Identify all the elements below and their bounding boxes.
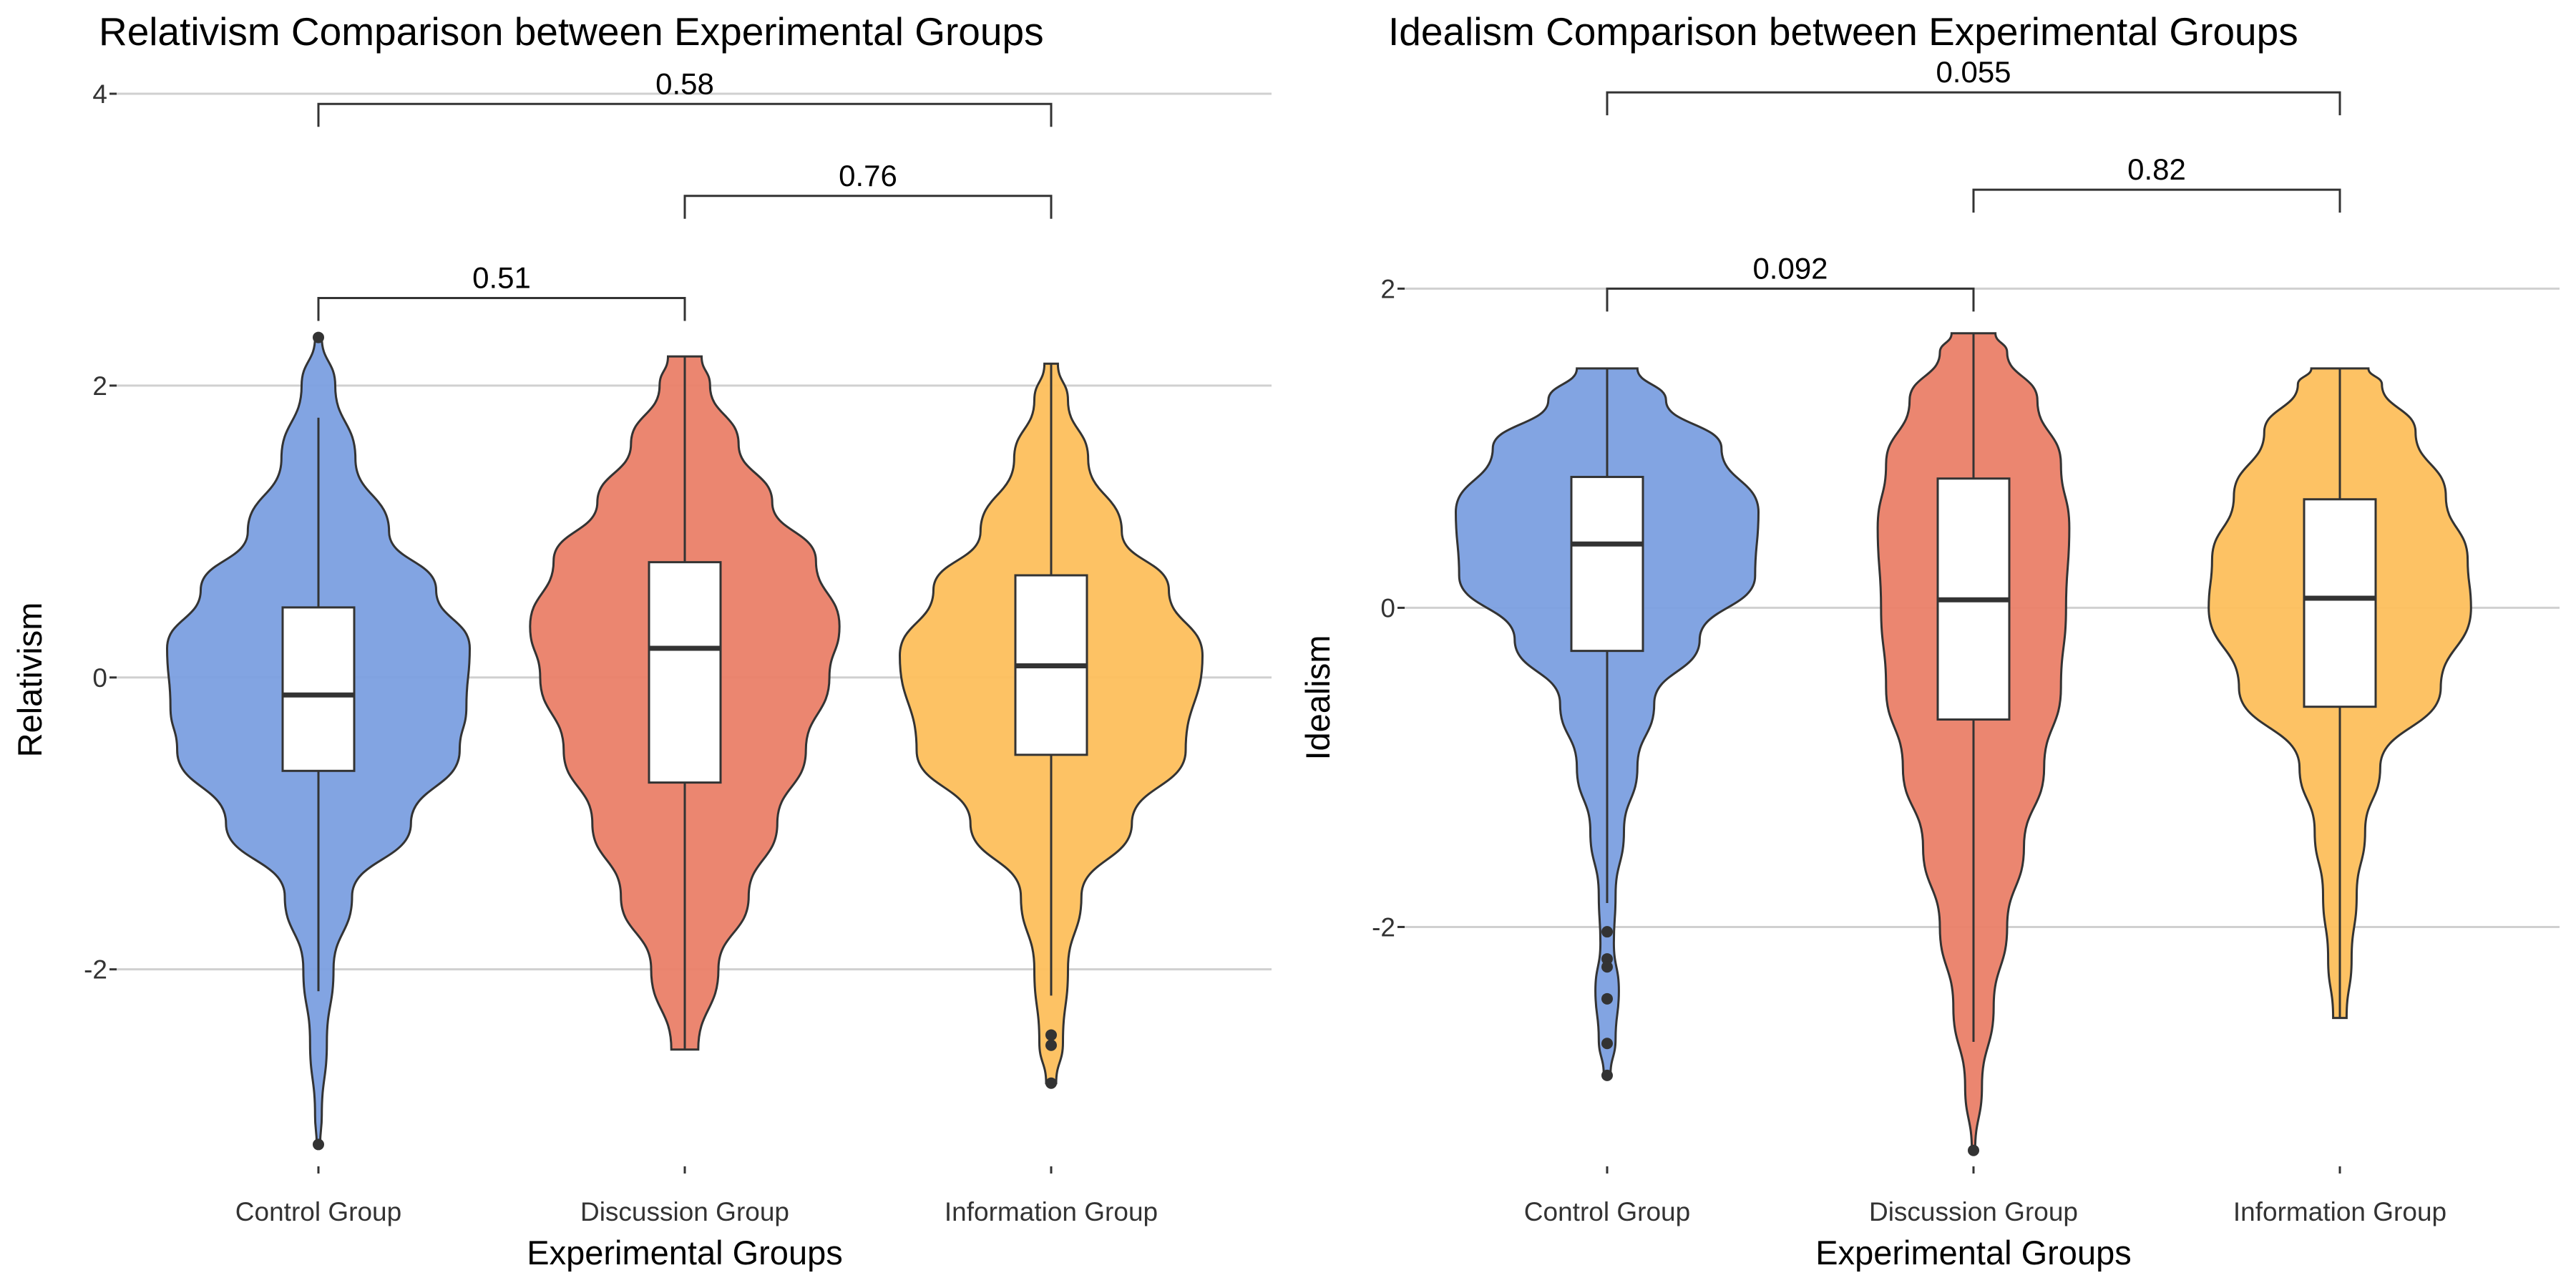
relativism-chart: Relativism Comparison between Experiment… xyxy=(11,9,1272,1272)
y-axis-title: Relativism xyxy=(11,602,49,758)
chart-title: Idealism Comparison between Experimental… xyxy=(1388,9,2298,54)
outlier-point xyxy=(1601,961,1613,973)
idealism-chart: Idealism Comparison between Experimental… xyxy=(1299,9,2560,1272)
violin-discussion-group xyxy=(1876,332,2071,1156)
p-value-label: 0.82 xyxy=(2127,152,2186,186)
bracket-control-group-vs-discussion-group: 0.092 xyxy=(1606,251,1975,312)
y-tick-label: -2 xyxy=(84,955,107,985)
bracket-control-group-vs-information-group: 0.58 xyxy=(317,67,1053,127)
bracket-control-group-vs-discussion-group: 0.51 xyxy=(317,261,686,321)
x-tick-label: Information Group xyxy=(945,1197,1158,1226)
y-tick-label: 2 xyxy=(92,371,107,401)
outlier-point xyxy=(1601,926,1613,938)
x-tick-label: Information Group xyxy=(2233,1197,2446,1226)
bracket-line xyxy=(1606,91,2341,116)
outlier-point xyxy=(1601,1038,1613,1050)
p-value-label: 0.76 xyxy=(839,159,897,192)
y-axis-title: Idealism xyxy=(1299,635,1337,760)
bracket-line xyxy=(317,102,1053,127)
x-tick-label: Control Group xyxy=(1524,1197,1690,1226)
p-value-label: 0.58 xyxy=(655,67,714,100)
violin-discussion-group xyxy=(529,355,841,1051)
bracket-line xyxy=(683,195,1053,219)
x-tick-label: Control Group xyxy=(235,1197,401,1226)
outlier-point xyxy=(1045,1029,1057,1041)
x-axis-title: Experimental Groups xyxy=(1815,1234,2131,1272)
iqr-box xyxy=(2303,498,2377,708)
x-axis-ticks: Control Group Discussion Group Information… xyxy=(235,1166,1158,1226)
violins xyxy=(1454,332,2472,1156)
y-tick-label: 0 xyxy=(1380,593,1395,623)
y-axis-ticks: -2 0 2 4 xyxy=(84,79,117,985)
violin-information-group xyxy=(2207,367,2472,1020)
significance-brackets: 0.092 0.82 0.055 xyxy=(1606,55,2341,312)
x-axis-ticks: Control Group Discussion Group Information… xyxy=(1524,1166,2446,1226)
outlier-point xyxy=(1601,992,1613,1005)
outlier-point xyxy=(1045,1039,1057,1051)
y-axis-ticks: -2 0 2 xyxy=(1372,274,1405,942)
iqr-box xyxy=(1570,476,1644,653)
y-tick-label: 0 xyxy=(92,663,107,693)
x-tick-label: Discussion Group xyxy=(1869,1197,2078,1226)
outlier-point xyxy=(1968,1144,1979,1156)
bracket-line xyxy=(1606,287,1975,312)
x-tick-label: Discussion Group xyxy=(580,1197,789,1226)
outlier-point xyxy=(313,331,324,343)
outlier-point xyxy=(313,1138,324,1151)
outlier-point xyxy=(1601,1069,1613,1081)
violin-information-group xyxy=(898,362,1204,1089)
y-tick-label: 4 xyxy=(92,79,107,109)
bracket-line xyxy=(317,297,686,321)
violin-control-group xyxy=(1454,367,1760,1081)
outlier-point xyxy=(1045,1077,1057,1089)
violin-control-group xyxy=(165,331,472,1151)
iqr-box xyxy=(648,561,722,784)
significance-brackets: 0.51 0.76 0.58 xyxy=(317,67,1053,321)
bracket-line xyxy=(1972,188,2341,213)
y-tick-label: 2 xyxy=(1380,274,1395,303)
p-value-label: 0.092 xyxy=(1752,251,1828,285)
p-value-label: 0.51 xyxy=(472,261,531,295)
bracket-control-group-vs-information-group: 0.055 xyxy=(1606,55,2341,116)
x-axis-title: Experimental Groups xyxy=(527,1234,842,1272)
chart-title: Relativism Comparison between Experiment… xyxy=(99,9,1044,54)
violins xyxy=(165,331,1204,1151)
outlier-point xyxy=(1601,953,1613,965)
bracket-discussion-group-vs-information-group: 0.76 xyxy=(683,159,1053,219)
iqr-box xyxy=(281,606,356,772)
p-value-label: 0.055 xyxy=(1936,55,2011,89)
bracket-discussion-group-vs-information-group: 0.82 xyxy=(1972,152,2341,213)
y-tick-label: -2 xyxy=(1372,912,1395,942)
